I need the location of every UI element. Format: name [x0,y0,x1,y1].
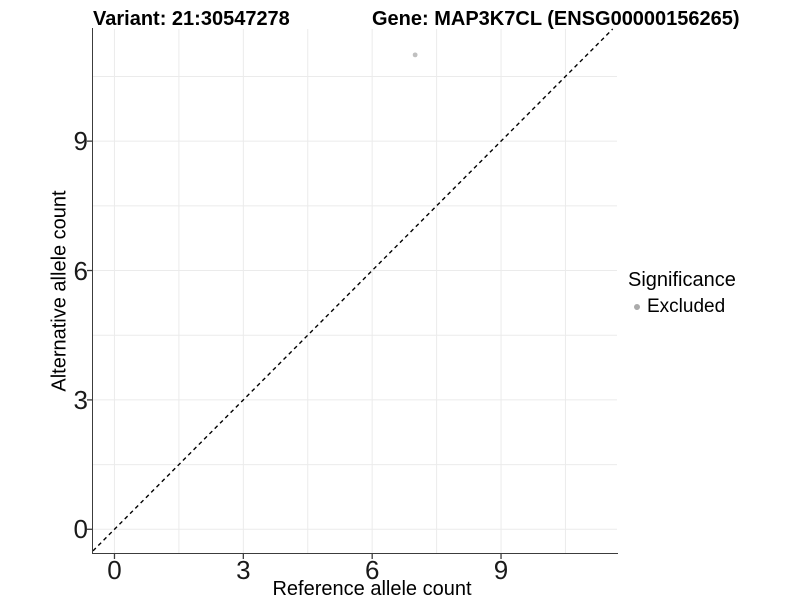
legend-item-label: Excluded [647,296,726,317]
x-tick-label: 3 [236,555,251,585]
legend-title: Significance [628,269,736,291]
plot-panel [87,28,617,559]
plot-area [87,28,617,559]
identity-dashed-line [92,28,614,552]
x-axis-title: Reference allele count [272,578,472,600]
y-axis-title: Alternative allele count [48,190,71,392]
x-tick-label: 6 [364,555,380,585]
legend: Significance Excluded [628,268,736,318]
x-tick-label: 9 [493,555,509,585]
y-axis-line [91,28,94,554]
y-tick-label: 3 [73,384,88,415]
gene-title: Gene: MAP3K7CL (ENSG00000156265) [372,8,740,30]
excluded-point-icon [634,304,640,310]
y-tick-label: 6 [73,255,88,286]
variant-title: Variant: 21:30547278 [93,8,290,30]
data-point [412,52,418,58]
y-tick-label: 9 [73,126,88,157]
x-axis-line [91,552,618,555]
legend-item-excluded: Excluded [628,296,736,318]
y-tick-label: 0 [73,514,88,545]
x-tick-label: 0 [107,555,122,585]
